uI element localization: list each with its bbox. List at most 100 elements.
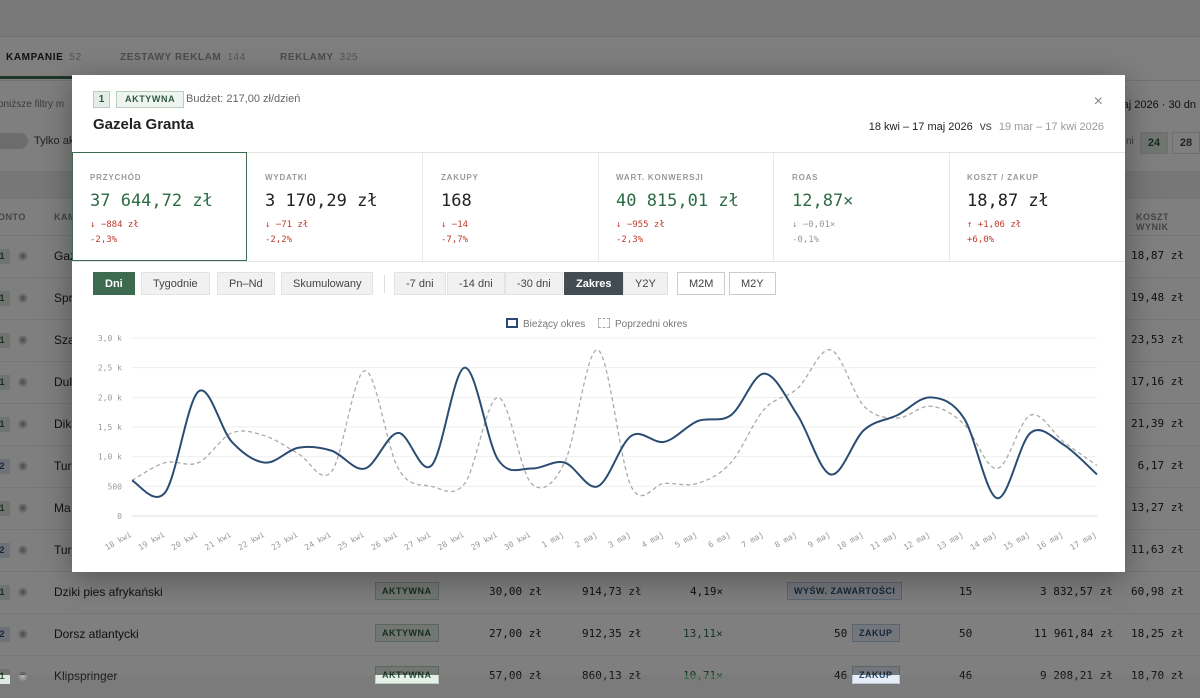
kpi-delta-pct: +6,0%	[967, 235, 995, 245]
legend-swatch-dashed	[598, 318, 610, 328]
x-tick-label: 2 maj	[573, 530, 598, 550]
x-tick-label: 19 kwi	[137, 530, 167, 552]
daily-budget: Budżet: 217,00 zł/dzień	[186, 93, 301, 105]
series-previous-line	[131, 349, 1098, 496]
x-tick-label: 5 maj	[673, 530, 698, 550]
x-tick-label: 26 kwi	[370, 530, 400, 552]
kpi-label: WYDATKI	[265, 173, 308, 182]
kpi-value: 12,87×	[792, 191, 854, 211]
legend-label: Bieżący okres	[523, 319, 586, 330]
kpi-conversion-value[interactable]: WART. KONWERSJI 40 815,01 zł ↓ −955 zł -…	[599, 153, 774, 261]
kpi-spend[interactable]: WYDATKI 3 170,29 zł ↓ −71 zł -2,2%	[248, 153, 423, 261]
x-tick-label: 29 kwi	[470, 530, 500, 552]
x-tick-label: 28 kwi	[436, 530, 466, 552]
x-tick-label: 9 maj	[806, 530, 831, 550]
status-badge: AKTYWNA	[116, 91, 185, 108]
x-tick-label: 16 maj	[1035, 530, 1065, 552]
kpi-label: KOSZT / ZAKUP	[967, 173, 1039, 182]
previous-period: 19 mar – 17 kwi 2026	[998, 121, 1104, 133]
y-tick-label: 2,5 k	[98, 364, 122, 373]
x-tick-label: 22 kwi	[237, 530, 267, 552]
close-icon[interactable]: ×	[1093, 93, 1103, 110]
kpi-delta-pct: -0,1%	[792, 235, 820, 245]
kpi-delta-abs: ↓ −14	[441, 220, 469, 230]
compare-m2y-button[interactable]: M2Y	[729, 272, 776, 295]
range-y2y-button[interactable]: Y2Y	[623, 272, 668, 295]
kpi-label: WART. KONWERSJI	[616, 173, 704, 182]
compare-m2m-button[interactable]: M2M	[677, 272, 726, 295]
revenue-line-chart: 0 500 1,0 k 1,5 k 2,0 k 2,5 k 3,0 k 18 kwi 19 kw…	[98, 334, 1098, 552]
x-tick-label: 24 kwi	[303, 530, 333, 552]
x-tick-label: 14 maj	[969, 530, 999, 552]
y-tick-label: 1,5 k	[98, 423, 122, 432]
campaign-detail-modal: 1 AKTYWNA Budżet: 217,00 zł/dzień Gazela…	[72, 75, 1125, 572]
granularity-mon-sun-button[interactable]: Pn–Nd	[217, 272, 275, 295]
legend-previous[interactable]: Poprzedni okres	[598, 318, 687, 330]
x-tick-label: 8 maj	[773, 530, 798, 550]
range-custom-button[interactable]: Zakres	[564, 272, 624, 295]
kpi-cost-per-purchase[interactable]: KOSZT / ZAKUP 18,87 zł ↑ +1,06 zł +6,0%	[950, 153, 1125, 261]
kpi-delta-abs: ↓ −884 zł	[90, 220, 139, 230]
granularity-days-button[interactable]: Dni	[93, 272, 135, 295]
legend-current[interactable]: Bieżący okres	[506, 318, 585, 330]
toolbar-divider	[667, 275, 668, 293]
account-index-badge: 1	[93, 91, 110, 108]
x-tick-label: 23 kwi	[270, 530, 300, 552]
kpi-label: ZAKUPY	[441, 173, 479, 182]
x-tick-label: 25 kwi	[336, 530, 366, 552]
x-tick-label: 17 maj	[1068, 530, 1098, 552]
x-tick-label: 11 maj	[869, 530, 899, 552]
x-tick-label: 21 kwi	[203, 530, 233, 552]
x-tick-label: 15 maj	[1002, 530, 1032, 552]
x-tick-label: 20 kwi	[170, 530, 200, 552]
y-tick-label: 2,0 k	[98, 393, 122, 402]
x-tick-label: 6 maj	[707, 530, 732, 550]
x-tick-label: 7 maj	[740, 530, 765, 550]
y-tick-label: 500	[108, 482, 123, 491]
x-tick-label: 27 kwi	[403, 530, 433, 552]
x-tick-label: 1 maj	[540, 530, 565, 550]
versus-label: vs	[979, 119, 992, 133]
x-tick-label: 18 kwi	[103, 530, 133, 552]
kpi-revenue[interactable]: PRZYCHÓD 37 644,72 zł ↓ −884 zł -2,3%	[72, 152, 247, 261]
range-30-days-button[interactable]: -30 dni	[505, 272, 563, 295]
kpi-label: ROAS	[792, 173, 819, 182]
kpi-value: 40 815,01 zł	[616, 191, 739, 211]
x-tick-label: 4 maj	[640, 530, 665, 550]
kpi-purchases[interactable]: ZAKUPY 168 ↓ −14 -7,7%	[424, 153, 599, 261]
range-14-days-button[interactable]: -14 dni	[447, 272, 505, 295]
x-tick-label: 12 maj	[902, 530, 932, 552]
legend-label: Poprzedni okres	[615, 319, 688, 330]
granularity-weeks-button[interactable]: Tygodnie	[141, 272, 210, 295]
kpi-value: 3 170,29 zł	[265, 191, 378, 211]
kpi-delta-pct: -2,2%	[265, 235, 293, 245]
kpi-row: PRZYCHÓD 37 644,72 zł ↓ −884 zł -2,3% WY…	[72, 152, 1125, 262]
series-current-line	[131, 366, 1098, 500]
range-7-days-button[interactable]: -7 dni	[394, 272, 446, 295]
kpi-delta-pct: -7,7%	[441, 235, 469, 245]
legend-swatch-solid	[506, 318, 518, 328]
current-period: 18 kwi – 17 maj 2026	[868, 121, 973, 133]
kpi-value: 18,87 zł	[967, 191, 1049, 211]
granularity-cumulative-button[interactable]: Skumulowany	[281, 272, 374, 295]
kpi-label: PRZYCHÓD	[90, 173, 142, 182]
kpi-delta-abs: ↓ −71 zł	[265, 220, 309, 230]
y-tick-label: 0	[117, 512, 122, 521]
x-tick-label: 3 maj	[607, 530, 632, 550]
date-comparison[interactable]: 18 kwi – 17 maj 2026 vs 19 mar – 17 kwi …	[869, 119, 1104, 133]
kpi-delta-abs: ↑ +1,06 zł	[967, 220, 1022, 230]
kpi-delta-abs: ↓ −0,01×	[792, 220, 836, 230]
campaign-title: Gazela Granta	[93, 116, 194, 133]
kpi-value: 168	[441, 191, 472, 211]
x-tick-label: 13 maj	[935, 530, 965, 552]
kpi-delta-pct: -2,3%	[616, 235, 644, 245]
toolbar-divider	[384, 275, 385, 293]
kpi-delta-abs: ↓ −955 zł	[616, 220, 665, 230]
kpi-delta-pct: -2,3%	[90, 235, 118, 245]
y-tick-label: 3,0 k	[98, 334, 122, 343]
x-tick-label: 30 kwi	[503, 530, 533, 552]
kpi-value: 37 644,72 zł	[90, 191, 213, 211]
kpi-roas[interactable]: ROAS 12,87× ↓ −0,01× -0,1%	[775, 153, 950, 261]
x-tick-label: 10 maj	[836, 530, 866, 552]
y-tick-label: 1,0 k	[98, 453, 122, 462]
